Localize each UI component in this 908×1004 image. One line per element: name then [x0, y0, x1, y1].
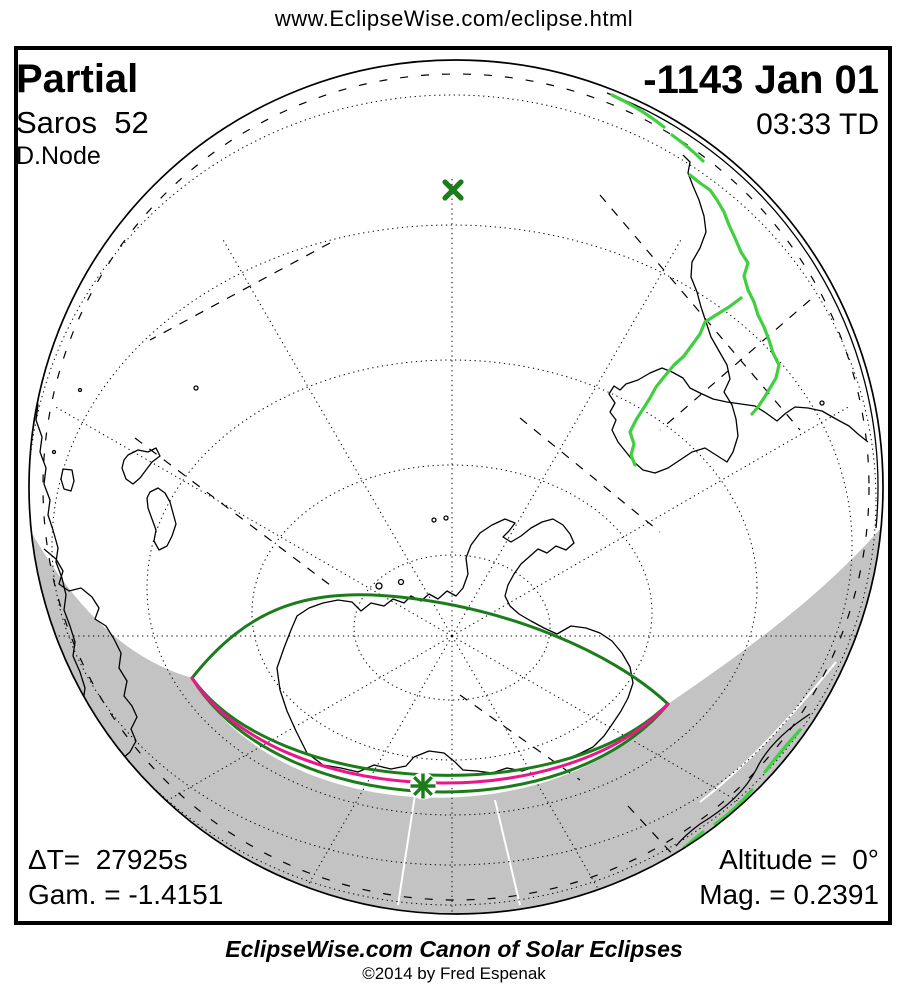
eclipse-time: 03:33 TD: [756, 108, 879, 141]
canon-caption: EclipseWise.com Canon of Solar Eclipses: [225, 936, 683, 962]
coast-limb-lower-right: [675, 713, 811, 847]
globe-limb: [28, 59, 884, 915]
gamma-value: Gam. = -1.4151: [28, 879, 224, 910]
eclipse-globe-map: [28, 59, 884, 915]
highlight-south-america-trunk: [688, 173, 781, 416]
copyright-line: ©2014 by Fred Espenak: [362, 964, 546, 983]
highlight-south-america-branch: [628, 296, 743, 467]
globe-disc: [29, 60, 883, 914]
magnitude-value: Mag. = 0.2391: [699, 879, 879, 910]
highlighted-coast-green: [610, 93, 824, 850]
greatest-eclipse-marker: [409, 772, 437, 800]
coast-limb-upper-right: [606, 92, 879, 529]
coast-new-zealand-south: [146, 487, 177, 551]
eclipse-type-label: Partial: [16, 57, 139, 101]
saros-label: Saros 52: [16, 105, 149, 140]
penumbra-limit-upper: [190, 593, 670, 706]
coast-tasmania: [60, 468, 75, 492]
map-frame: [14, 46, 892, 925]
node-label: D.Node: [16, 142, 101, 170]
night-shading: [30, 528, 881, 914]
altitude-value: Altitude = 0°: [719, 844, 879, 875]
delta-t-value: ΔT= 27925s: [28, 844, 188, 875]
sub-solar-x-marker: [442, 179, 464, 201]
site-url: www.EclipseWise.com/eclipse.html: [274, 6, 634, 31]
eclipse-date: -1143 Jan 01: [643, 58, 879, 102]
coast-new-zealand-north: [121, 447, 161, 485]
coast-south-america-west: [608, 154, 869, 474]
